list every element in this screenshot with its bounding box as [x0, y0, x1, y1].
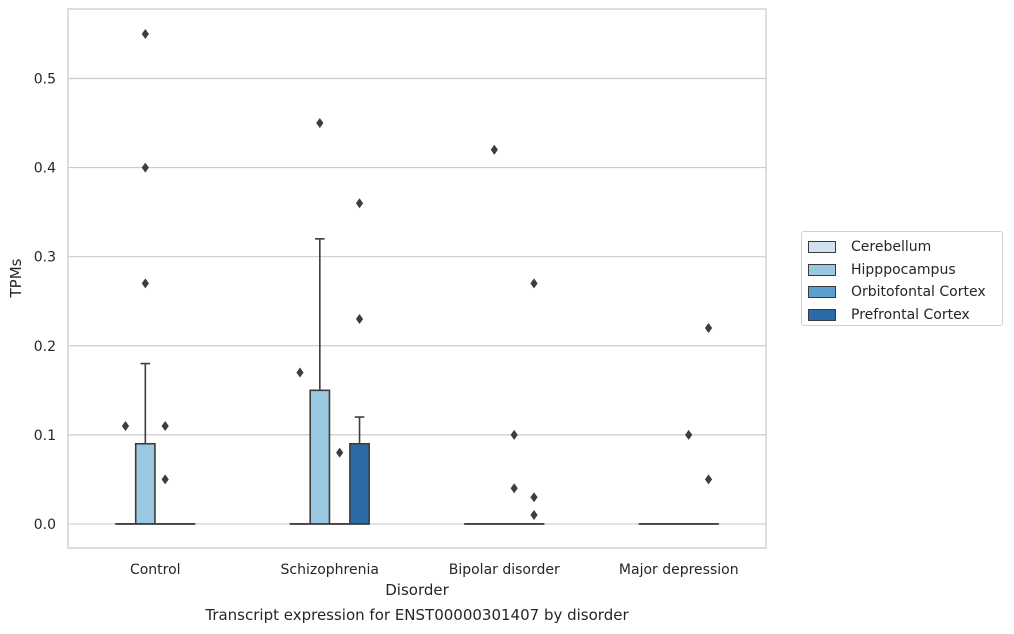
outlier-point [530, 510, 538, 521]
outlier-point [141, 28, 149, 39]
chart-caption: Transcript expression for ENST0000030140… [205, 606, 629, 624]
legend-swatch [808, 263, 836, 276]
legend-item-hipppocampus: Hipppocampus [808, 259, 1002, 282]
y-tick-label: 0.0 [34, 517, 56, 533]
outlier-point [316, 118, 324, 129]
x-tick-label: Control [130, 562, 181, 578]
outlier-point [490, 144, 498, 155]
legend-item-prefrontal-cortex: Prefrontal Cortex [808, 304, 1002, 327]
legend-label: Prefrontal Cortex [851, 307, 970, 324]
outlier-point [510, 429, 518, 440]
outlier-point [141, 278, 149, 289]
legend: Cerebellum Hipppocampus Orbitofontal Cor… [801, 231, 1003, 326]
legend-swatch [808, 241, 836, 254]
y-axis-label: TPMs [7, 258, 25, 298]
plot-frame [67, 8, 767, 549]
outlier-point [296, 367, 304, 378]
box-mark [349, 416, 370, 525]
outlier-point [141, 162, 149, 173]
y-tick-label: 0.5 [34, 71, 56, 87]
legend-label: Cerebellum [851, 239, 932, 256]
outlier-point [355, 314, 364, 325]
box-body [134, 442, 156, 525]
legend-label: Hipppocampus [851, 261, 956, 278]
outlier-point [530, 492, 538, 503]
x-tick-labels: Control Schizophrenia Bipolar disorder Majo… [130, 562, 739, 578]
legend-swatch [808, 286, 836, 299]
legend-item-cerebellum: Cerebellum [808, 236, 1002, 259]
outlier-point [161, 420, 169, 431]
x-axis-label: Disorder [385, 581, 449, 599]
x-tick-label: Bipolar disorder [449, 562, 560, 578]
legend-label: Orbitofontal Cortex [851, 284, 986, 301]
outlier-point [336, 447, 344, 458]
outlier-points [121, 28, 713, 521]
legend-swatch [808, 309, 836, 322]
legend-item-orbitofontal-cortex: Orbitofontal Cortex [808, 281, 1002, 304]
y-tick-label: 0.2 [34, 339, 56, 355]
box-series [115, 238, 719, 525]
box-mark [134, 362, 156, 525]
y-tick-label: 0.3 [34, 250, 56, 266]
outlier-point [530, 278, 538, 289]
y-tick-label: 0.4 [34, 161, 56, 177]
outlier-point [121, 420, 130, 431]
box-mark [309, 238, 331, 525]
x-tick-label: Major depression [619, 562, 739, 578]
y-tick-labels: 0.0 0.1 0.2 0.3 0.4 0.5 [34, 71, 56, 532]
outlier-point [685, 429, 693, 440]
outlier-point [704, 322, 713, 333]
outlier-point [510, 483, 518, 494]
outlier-point [161, 474, 169, 485]
outlier-point [355, 198, 364, 209]
gridlines [68, 77, 766, 525]
outlier-point [704, 474, 713, 485]
x-tick-label: Schizophrenia [281, 562, 379, 578]
box-body [349, 442, 370, 525]
box-body [309, 389, 331, 525]
y-tick-label: 0.1 [34, 428, 56, 444]
